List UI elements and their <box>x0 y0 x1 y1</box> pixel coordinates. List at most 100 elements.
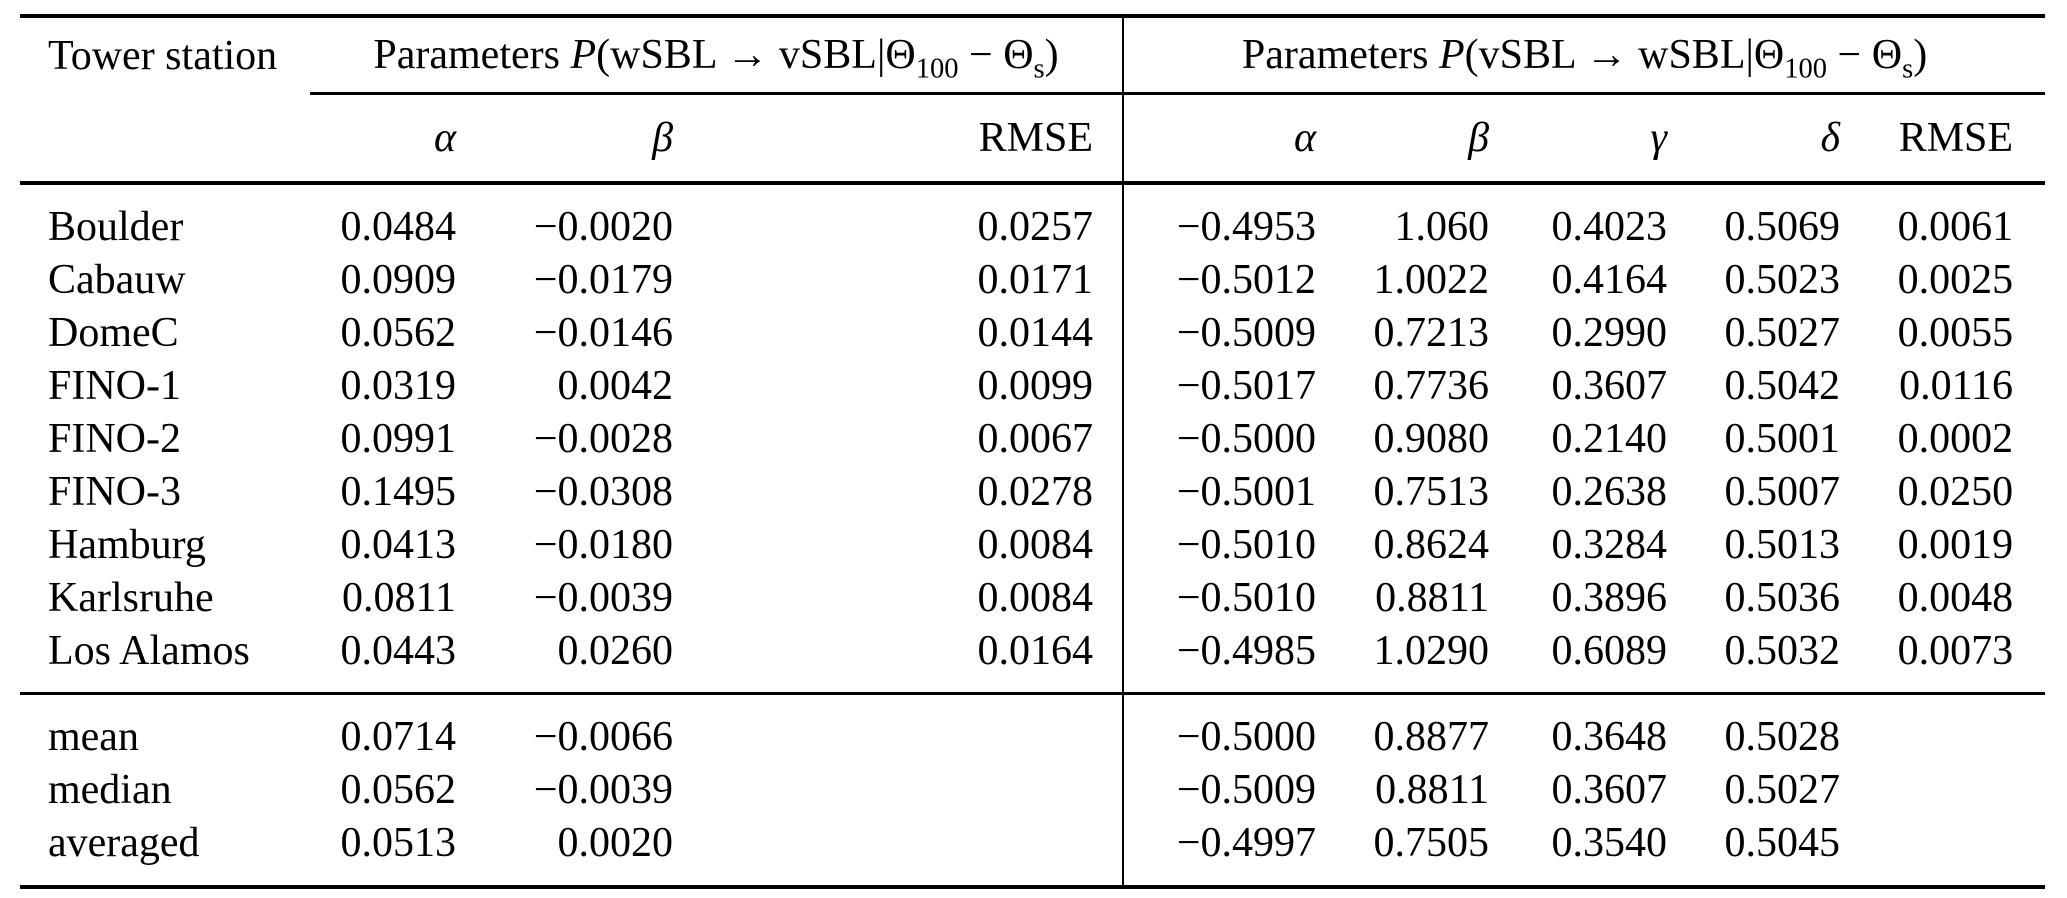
value-cell: 0.0144 <box>977 309 1094 356</box>
value-cell: 0.5001 <box>1724 415 1841 462</box>
value-cell: 0.4164 <box>1551 256 1668 303</box>
value-cell: 0.7513 <box>1373 468 1490 515</box>
value-cell: 0.0164 <box>977 627 1094 674</box>
value-cell: 0.8811 <box>1375 574 1490 621</box>
value-cell: 0.0048 <box>1897 574 2014 621</box>
value-cell: 0.0278 <box>977 468 1094 515</box>
value-cell: −0.5009 <box>1122 763 1317 816</box>
alpha2-header: α <box>1122 93 1317 185</box>
value-cell: −0.0039 <box>533 574 673 621</box>
value-cell: 0.0020 <box>456 816 673 889</box>
value-cell: 0.5045 <box>1667 816 1841 889</box>
table-row-los-alamos: Los Alamos 0.0443 0.0260 0.0164 −0.4985 … <box>20 624 2045 694</box>
value-cell: −0.5001 <box>1122 465 1317 518</box>
value-cell: 0.0484 <box>340 203 457 250</box>
value-cell: −0.0066 <box>456 692 673 763</box>
rmse1-header: RMSE <box>673 93 1124 185</box>
transition-parameters-table: Tower station Parameters P(wSBL → vSBL|Θ… <box>20 14 2046 889</box>
value-cell: 0.5028 <box>1667 692 1841 763</box>
station-cell: Cabauw <box>48 256 186 303</box>
group2-title: Parameters P(vSBL → wSBL|Θ100 − Θs) <box>1241 32 1928 85</box>
table-row-hamburg: Hamburg 0.0413 −0.0180 0.0084 −0.5010 0.… <box>20 518 2045 571</box>
summary-row-mean: mean 0.0714 −0.0066 −0.5000 0.8877 0.364… <box>20 692 2046 763</box>
station-cell: Hamburg <box>48 521 206 568</box>
gamma2-header: γ <box>1489 93 1668 185</box>
value-cell: −0.5010 <box>1122 571 1317 624</box>
beta1-header: β <box>456 93 673 185</box>
value-cell: 0.9080 <box>1373 415 1490 462</box>
value-cell: 0.0811 <box>342 574 456 621</box>
value-cell: 0.0073 <box>1897 627 2014 674</box>
empty-cell <box>673 692 1124 763</box>
empty-cell <box>1840 692 2046 763</box>
value-cell: −0.0028 <box>533 415 673 462</box>
table-row-fino1: FINO-1 0.0319 0.0042 0.0099 −0.5017 0.77… <box>20 359 2045 412</box>
group2-header: Parameters P(vSBL → wSBL|Θ100 − Θs) <box>1122 14 2046 95</box>
value-cell: 0.2638 <box>1551 468 1668 515</box>
value-cell: −0.5000 <box>1122 692 1317 763</box>
value-cell: 0.3284 <box>1551 521 1668 568</box>
empty-cell <box>673 816 1124 889</box>
value-cell: −0.5012 <box>1122 253 1317 306</box>
value-cell: 0.7213 <box>1373 309 1490 356</box>
value-cell: 0.0055 <box>1897 309 2014 356</box>
value-cell: 0.8811 <box>1375 766 1490 813</box>
empty-cell <box>1840 816 2046 889</box>
table-row-fino2: FINO-2 0.0991 −0.0028 0.0067 −0.5000 0.9… <box>20 412 2045 465</box>
empty-cell <box>673 763 1123 816</box>
value-cell: 0.0061 <box>1897 203 2014 250</box>
value-cell: −0.0039 <box>533 766 673 813</box>
table-row-boulder: Boulder 0.0484 −0.0020 0.0257 −0.4953 1.… <box>20 183 2045 253</box>
value-cell: 0.2990 <box>1551 309 1668 356</box>
value-cell: 0.3540 <box>1489 816 1668 889</box>
beta2-header: β <box>1316 93 1490 185</box>
value-cell: 0.5042 <box>1724 362 1841 409</box>
value-cell: 0.5013 <box>1724 521 1841 568</box>
alpha1-header: α <box>310 93 456 185</box>
value-cell: 0.0084 <box>977 521 1094 568</box>
station-cell: Boulder <box>48 203 184 250</box>
value-cell: 0.3607 <box>1551 362 1668 409</box>
station-cell: FINO-3 <box>48 468 181 515</box>
value-cell: 0.5023 <box>1724 256 1841 303</box>
column-header-row: α β RMSE α β γ δ RMSE <box>20 93 2046 185</box>
value-cell: 0.0443 <box>340 627 457 674</box>
summary-label: averaged <box>20 816 310 889</box>
value-cell: −0.5000 <box>1122 412 1317 465</box>
table-row-karlsruhe: Karlsruhe 0.0811 −0.0039 0.0084 −0.5010 … <box>20 571 2045 624</box>
station-cell: DomeC <box>48 309 179 356</box>
value-cell: 0.0067 <box>977 415 1094 462</box>
delta2-header: δ <box>1667 93 1841 185</box>
group1-title: Parameters P(wSBL → vSBL|Θ100 − Θs) <box>373 32 1059 85</box>
value-cell: 1.0290 <box>1373 627 1490 674</box>
value-cell: 0.0413 <box>340 521 457 568</box>
value-cell: 0.8624 <box>1373 521 1490 568</box>
parameters-table-wrapper: Tower station Parameters P(wSBL → vSBL|Θ… <box>20 14 2046 889</box>
station-cell: Karlsruhe <box>48 574 214 621</box>
value-cell: −0.5010 <box>1122 518 1317 571</box>
table-row-cabauw: Cabauw 0.0909 −0.0179 0.0171 −0.5012 1.0… <box>20 253 2045 306</box>
value-cell: −0.0020 <box>533 203 673 250</box>
value-cell: −0.5009 <box>1122 306 1317 359</box>
value-cell: 0.0171 <box>977 256 1094 303</box>
table-row-domec: DomeC 0.0562 −0.0146 0.0144 −0.5009 0.72… <box>20 306 2045 359</box>
empty-header-cell <box>20 93 310 185</box>
value-cell: 0.0002 <box>1897 415 2014 462</box>
value-cell: 0.8877 <box>1316 692 1490 763</box>
value-cell: 0.0909 <box>340 256 457 303</box>
value-cell: 0.5036 <box>1724 574 1841 621</box>
value-cell: 0.0019 <box>1897 521 2014 568</box>
value-cell: 0.0250 <box>1897 468 2014 515</box>
value-cell: 0.5027 <box>1724 309 1841 356</box>
value-cell: 0.0260 <box>557 627 674 674</box>
value-cell: 0.4023 <box>1551 203 1668 250</box>
value-cell: 0.6089 <box>1551 627 1668 674</box>
value-cell: 0.5069 <box>1724 203 1841 250</box>
value-cell: 0.5032 <box>1724 627 1841 674</box>
value-cell: 0.5027 <box>1724 766 1841 813</box>
summary-row-averaged: averaged 0.0513 0.0020 −0.4997 0.7505 0.… <box>20 816 2046 889</box>
value-cell: 0.1495 <box>340 468 457 515</box>
value-cell: 0.0991 <box>340 415 457 462</box>
value-cell: −0.0180 <box>533 521 673 568</box>
